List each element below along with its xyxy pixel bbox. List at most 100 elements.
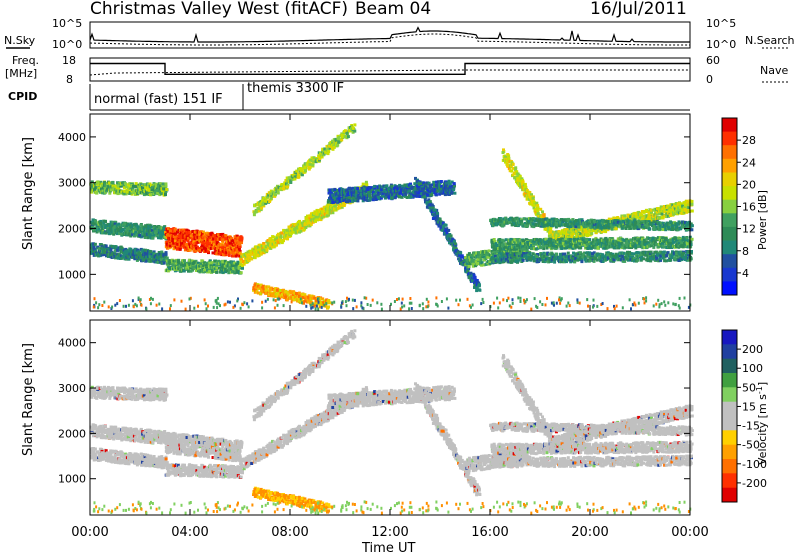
power-cell (240, 271, 243, 274)
fan-plot-figure: Christmas Valley West (fitACF) Beam 04 1… (0, 0, 800, 554)
power-cell (180, 266, 183, 269)
power-cell (358, 197, 361, 200)
power-cell (536, 207, 539, 210)
power-cell (280, 235, 283, 238)
power-cell (187, 240, 190, 243)
nsky-tick-top: 10^5 (52, 17, 82, 30)
nave-tick-bottom: 0 (706, 73, 713, 86)
nsearch-trace (90, 34, 690, 45)
power-cell (277, 192, 280, 195)
cpid-program-2: themis 3300 IF (247, 81, 344, 96)
power-cell (533, 201, 536, 204)
power-cell (348, 196, 351, 199)
power-cell (390, 185, 393, 188)
freq-tick-top: 18 (62, 54, 76, 67)
power-cell (426, 194, 429, 197)
power-cell (539, 208, 542, 211)
power-cell (447, 229, 450, 232)
power-cell (430, 193, 433, 196)
power-cell (124, 182, 127, 185)
power-cell (93, 246, 96, 249)
power-cell (280, 232, 283, 235)
power-cell (356, 187, 359, 190)
power-cell (510, 170, 513, 173)
power-cell (286, 186, 289, 189)
power-cell (478, 289, 481, 292)
power-cell (432, 181, 435, 184)
power-cell (241, 267, 244, 270)
power-cell (94, 243, 97, 246)
power-cell (152, 236, 155, 239)
power-cell (164, 193, 167, 196)
power-cell (189, 248, 192, 251)
power-cell (385, 184, 388, 187)
power-cell (459, 252, 462, 255)
power-cell (454, 242, 457, 245)
power-cell (300, 230, 303, 233)
power-cell (331, 211, 334, 214)
power-cell (453, 182, 456, 185)
power-cell (446, 232, 449, 235)
power-cell (215, 271, 218, 274)
power-cell (149, 250, 152, 253)
power-cell (435, 193, 438, 196)
nsky-panel-frame (90, 22, 690, 48)
nsky-tick-bottom: 10^0 (52, 38, 82, 51)
power-cell (161, 182, 164, 185)
power-cell (369, 198, 372, 201)
power-cell (507, 157, 510, 160)
power-cell (169, 245, 172, 248)
power-cell (541, 210, 544, 213)
power-cell (352, 127, 355, 130)
power-cell (94, 219, 97, 222)
power-cell (264, 200, 267, 203)
power-cell (475, 289, 478, 292)
power-cell (215, 267, 218, 270)
power-cell (250, 258, 253, 261)
power-cell (536, 204, 539, 207)
power-cell (440, 180, 443, 183)
power-cell (331, 201, 334, 204)
freq-unit: [MHz] (5, 67, 37, 80)
power-cell (380, 188, 383, 191)
power-cell (327, 150, 330, 153)
power-cell (241, 237, 244, 240)
freq-trace (90, 64, 690, 75)
nsky-label: N.Sky (4, 34, 36, 47)
power-cell (224, 237, 227, 240)
power-cell (311, 164, 314, 167)
power-cell (316, 218, 319, 221)
power-cell (502, 148, 505, 151)
power-cell (450, 234, 453, 237)
power-cell (403, 184, 406, 187)
power-cell (365, 183, 368, 186)
power-cell (421, 187, 424, 190)
power-cell (166, 234, 169, 237)
power-cell (224, 234, 227, 237)
power-cell (228, 254, 231, 257)
nsearch-label: N.Search (745, 34, 795, 47)
power-cell (348, 187, 351, 190)
power-cell (328, 301, 331, 304)
power-cell (453, 192, 456, 195)
power-cell (502, 151, 505, 154)
power-cell (301, 293, 304, 296)
power-panel (89, 114, 694, 311)
station-title: Christmas Valley West (fitACF) (90, 0, 348, 19)
cpid-program-1: normal (fast) 151 IF (94, 92, 223, 107)
power-cell (356, 199, 359, 202)
power-cell (345, 132, 348, 135)
power-cell (431, 204, 434, 207)
power-cell (347, 200, 350, 203)
power-cell (179, 248, 182, 251)
nsky-trace (90, 28, 690, 42)
power-cell (164, 182, 167, 185)
power-cell (452, 188, 455, 191)
power-cell (524, 183, 527, 186)
power-cell (111, 181, 114, 184)
power-cell (442, 225, 445, 228)
power-cell (104, 220, 107, 223)
power-cell (353, 123, 356, 126)
power-cell (314, 216, 317, 219)
power-cell (336, 144, 339, 147)
